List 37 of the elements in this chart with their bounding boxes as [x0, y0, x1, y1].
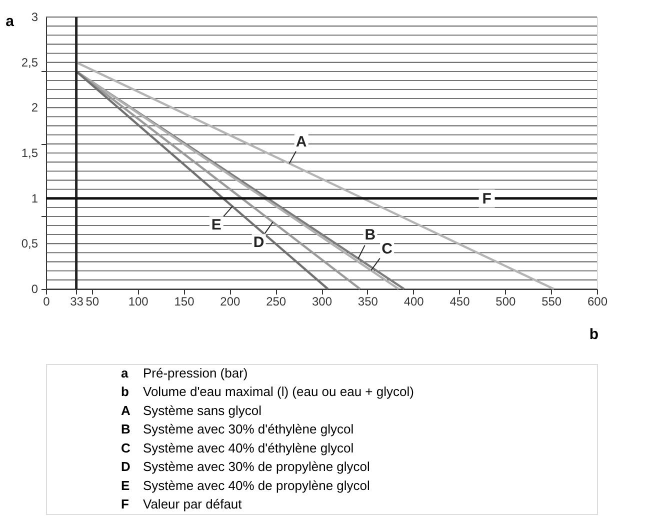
- x-tick-label: 300: [312, 294, 332, 308]
- x-tick-label: 150: [174, 294, 195, 308]
- annotation: B: [364, 226, 376, 244]
- text: A Système sans glycol: [121, 402, 262, 418]
- x-tick-label: 250: [266, 294, 286, 308]
- x-tick-label: 450: [450, 294, 470, 308]
- text: B Système avec 30% d'éthylène glycol: [121, 422, 354, 437]
- x-tick-label: 0: [43, 294, 50, 308]
- x-tick-label: 600: [587, 294, 608, 308]
- text: E Système avec 40% de propylène glycol: [121, 478, 370, 493]
- x-tick-label: 50: [86, 294, 100, 308]
- x-tick-label: 400: [404, 294, 424, 308]
- x-axis-title: b: [589, 326, 599, 343]
- y-tick-label: 1,5: [21, 146, 38, 160]
- y-tick-label: 2,5: [21, 55, 38, 70]
- x-tick-label: 550: [542, 294, 562, 308]
- y-tick-label: 0,5: [21, 236, 38, 251]
- y-tick-label: 1: [31, 191, 38, 206]
- text: C Système avec 40% d'éthylène glycol: [121, 440, 354, 456]
- text: F Valeur par défaut: [121, 496, 242, 512]
- annotation: A: [296, 133, 307, 150]
- x-tick-label: 100: [128, 294, 149, 308]
- annotation: D: [253, 234, 264, 252]
- y-tick-label: 3: [31, 10, 38, 24]
- ref-line-label: F: [482, 190, 492, 208]
- annotation: E: [211, 216, 222, 234]
- y-tick-label: 2: [31, 100, 38, 115]
- text: b Volume d'eau maximal (l) (eau ou eau + glycol): [121, 384, 414, 400]
- y-axis-title: a: [6, 13, 15, 30]
- x-tick-label: 500: [496, 294, 516, 308]
- annotation: C: [382, 240, 393, 258]
- text: a Pré-pression (bar): [121, 365, 248, 380]
- text: D Système avec 30% de propylène glycol: [121, 459, 370, 474]
- y-tick-label: 0: [31, 282, 38, 296]
- x-tick-label: 200: [220, 294, 240, 308]
- x-tick-label: 33: [70, 294, 84, 308]
- x-tick-label: 350: [358, 294, 378, 308]
